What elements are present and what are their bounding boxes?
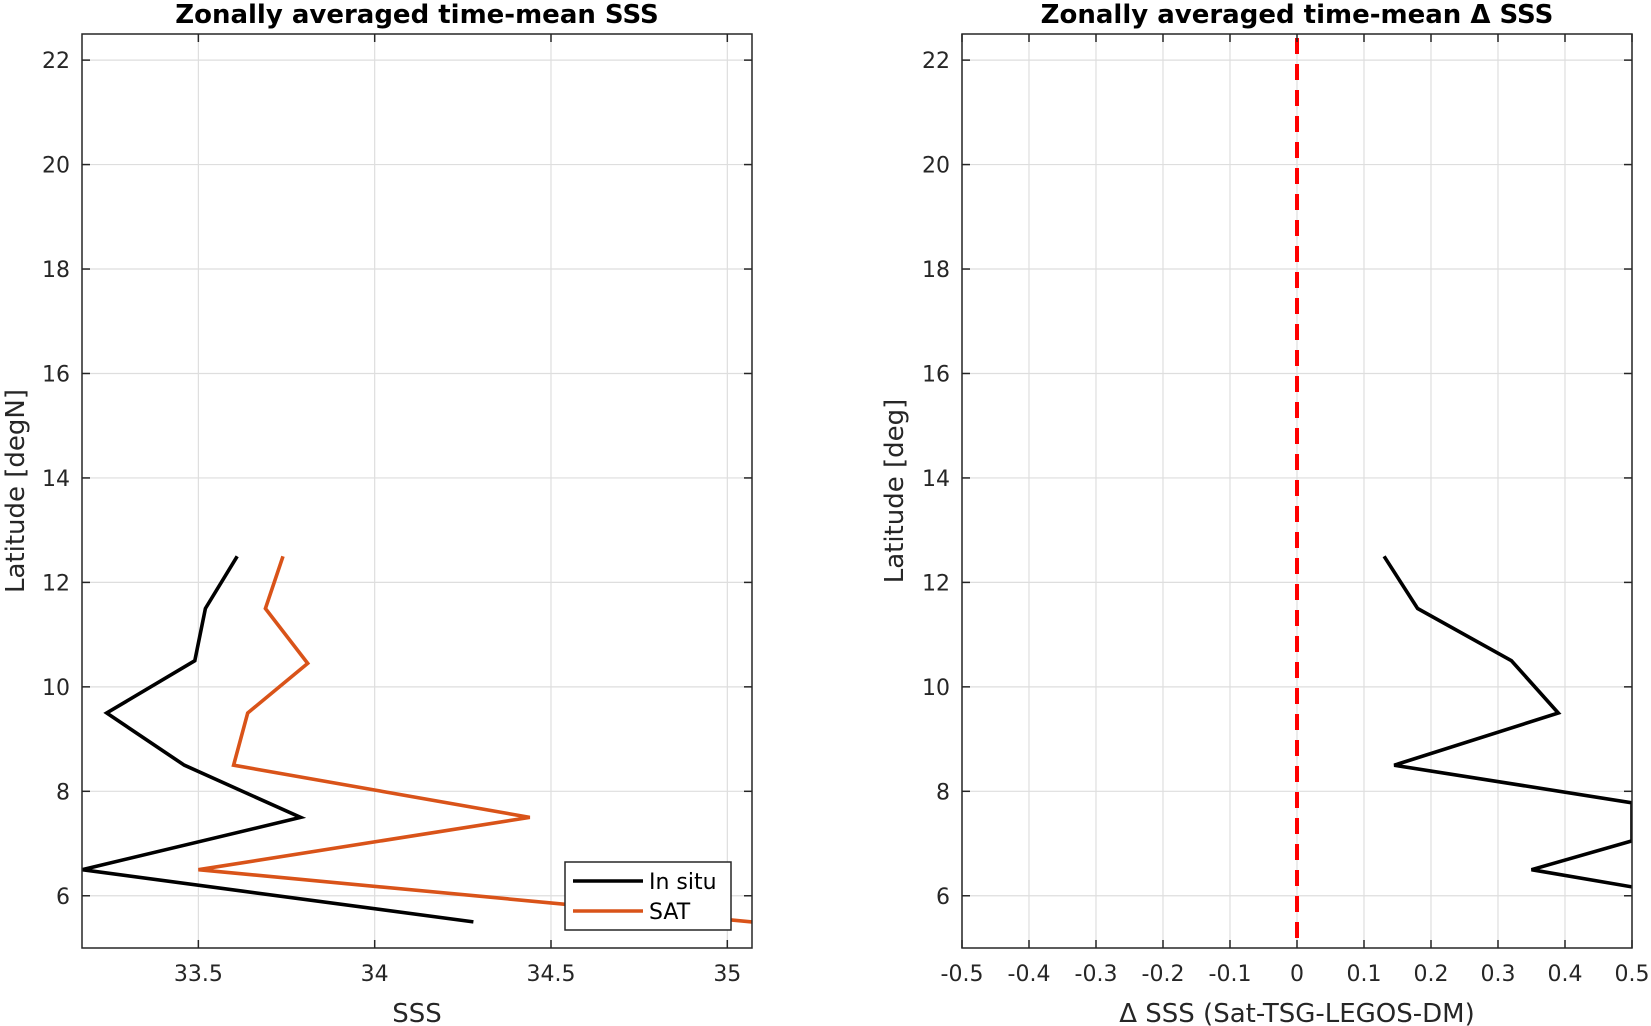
panel-delta-sss: -0.5 -0.4 -0.3 -0.2 -0.1 0 0.1 0.2 0.3 0.4 0.5 6 8 10… bbox=[880, 0, 1650, 1026]
y-tick-label: 16 bbox=[922, 362, 950, 387]
x-tick-label: 34.5 bbox=[527, 962, 576, 987]
y-tick-label: 10 bbox=[922, 676, 950, 701]
chart-title: Zonally averaged time-mean Δ SSS bbox=[1041, 0, 1554, 30]
x-tick-label: 0 bbox=[1290, 962, 1304, 987]
x-tick-label: 0.2 bbox=[1414, 962, 1449, 987]
legend-label: SAT bbox=[649, 900, 691, 925]
y-tick-label: 6 bbox=[56, 885, 70, 910]
y-tick-label: 14 bbox=[922, 467, 950, 492]
y-axis-label: Latitude [deg] bbox=[880, 399, 910, 584]
y-axis-label: Latitude [degN] bbox=[1, 389, 31, 593]
x-axis-label: Δ SSS (Sat-TSG-LEGOS-DM) bbox=[1119, 999, 1475, 1026]
y-tick-label: 18 bbox=[922, 258, 950, 283]
y-tick-label: 22 bbox=[922, 49, 950, 74]
plot-area bbox=[82, 34, 752, 948]
y-tick-label: 12 bbox=[42, 571, 70, 596]
x-tick-label: 0.4 bbox=[1548, 962, 1583, 987]
series-line-in-situ bbox=[82, 555, 474, 924]
x-tick-label: -0.2 bbox=[1142, 962, 1185, 987]
y-tick-label: 8 bbox=[936, 780, 950, 805]
x-tick-label: 0.1 bbox=[1347, 962, 1382, 987]
x-tick-label: 34 bbox=[361, 962, 389, 987]
y-tick-label: 16 bbox=[42, 362, 70, 387]
x-tick-label: 35 bbox=[713, 962, 741, 987]
x-axis-label: SSS bbox=[392, 999, 442, 1026]
y-tick-label: 18 bbox=[42, 258, 70, 283]
series-line-delta-sss bbox=[1382, 555, 1632, 889]
panel-sss: 33.5 34 34.5 35 6 8 10 12 14 16 18 20 22 Zonally aver… bbox=[1, 0, 753, 1026]
y-tick-label: 10 bbox=[42, 676, 70, 701]
x-tick-label: 0.5 bbox=[1615, 962, 1650, 987]
y-tick-label: 20 bbox=[42, 154, 70, 179]
x-tick-label: 33.5 bbox=[174, 962, 223, 987]
x-tick-label: -0.5 bbox=[941, 962, 984, 987]
y-tick-label: 22 bbox=[42, 49, 70, 74]
y-tick-label: 12 bbox=[922, 571, 950, 596]
axes-box bbox=[81, 33, 753, 949]
x-tick-label: -0.3 bbox=[1075, 962, 1118, 987]
series-line-sat bbox=[198, 555, 752, 924]
y-tick-label: 14 bbox=[42, 467, 70, 492]
y-tick-label: 8 bbox=[56, 780, 70, 805]
x-tick-label: -0.4 bbox=[1008, 962, 1051, 987]
y-tick-label: 6 bbox=[936, 885, 950, 910]
legend-box bbox=[564, 861, 732, 931]
legend-label: In situ bbox=[649, 870, 717, 895]
y-tick-label: 20 bbox=[922, 154, 950, 179]
chart-title: Zonally averaged time-mean SSS bbox=[175, 0, 659, 30]
x-tick-label: 0.3 bbox=[1481, 962, 1516, 987]
x-tick-label: -0.1 bbox=[1209, 962, 1252, 987]
